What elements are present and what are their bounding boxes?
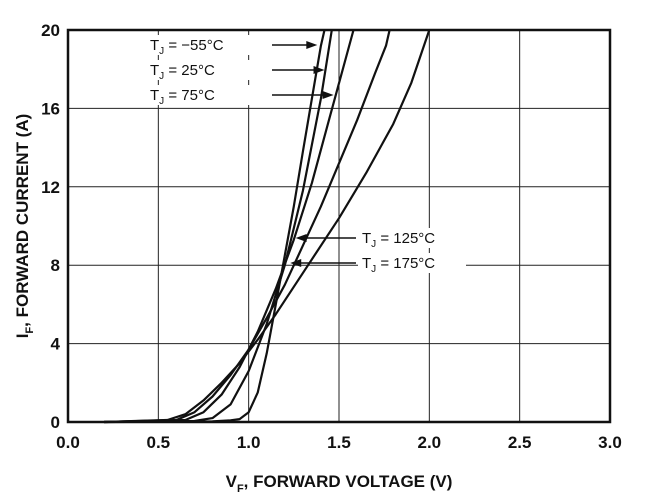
x-axis-title: VF, FORWARD VOLTAGE (V) (226, 472, 453, 495)
annotation-arrowhead (313, 66, 325, 74)
series-label-1: TJ = 25°C (150, 62, 215, 82)
y-axis-title: IF, FORWARD CURRENT (A) (13, 114, 36, 339)
y-tick-label: 16 (41, 99, 60, 118)
annotation-arrowhead (295, 234, 307, 242)
annotation-label-bg (358, 228, 466, 248)
annotation-arrowhead (290, 259, 302, 267)
y-tick-label: 20 (41, 21, 60, 40)
x-tick-label: 2.5 (508, 433, 532, 452)
y-tick-label: 12 (41, 178, 60, 197)
annotation-arrowhead (306, 41, 318, 49)
y-tick-label: 8 (51, 256, 60, 275)
x-tick-label: 0.5 (147, 433, 171, 452)
series-line-1 (104, 29, 333, 424)
series-line-4 (104, 29, 431, 424)
series-label-0: TJ = −55°C (150, 37, 224, 57)
y-tick-label: 4 (51, 335, 61, 354)
x-tick-labels: 0.0 0.5 1.0 1.5 2.0 2.5 3.0 (56, 433, 622, 452)
series-label-2: TJ = 75°C (150, 87, 215, 107)
annotation-label-bg (146, 85, 254, 105)
annotations: TJ = −55°C TJ = 25°C TJ = 75°C TJ = 125°C TJ… (146, 35, 466, 275)
annotation-arrowhead (322, 91, 334, 99)
series-line-0 (104, 29, 326, 424)
x-tick-label: 0.0 (56, 433, 80, 452)
annotation-label-bg (146, 60, 254, 80)
y-tick-label: 0 (51, 413, 60, 432)
annotation-label-bg (146, 35, 254, 55)
x-tick-label: 1.0 (237, 433, 261, 452)
x-tick-label: 1.5 (327, 433, 351, 452)
plot-frame (66, 28, 612, 424)
y-tick-labels: 0 4 8 12 16 20 (41, 21, 60, 432)
curves (104, 29, 431, 424)
x-tick-label: 3.0 (598, 433, 622, 452)
series-label-4: TJ = 175°C (362, 255, 435, 275)
series-label-3: TJ = 125°C (362, 230, 435, 250)
x-tick-label: 2.0 (418, 433, 442, 452)
annotation-label-bg (358, 253, 466, 273)
series-line-3 (104, 29, 391, 424)
